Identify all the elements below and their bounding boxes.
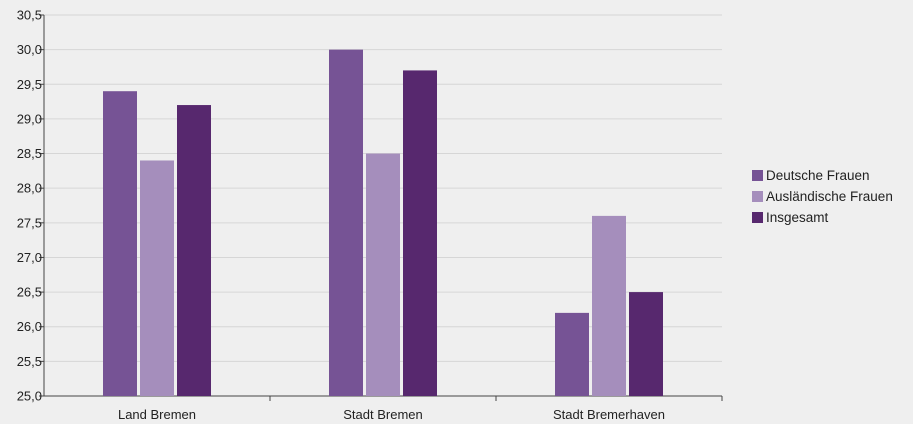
- bar-deutsche-frauen-stadt-bremen: [329, 49, 363, 397]
- bar-auslandische-frauen-land-bremen: [140, 160, 174, 396]
- y-tick-label: 25,5: [17, 354, 42, 369]
- legend: Deutsche Frauen Ausländische Frauen Insg…: [752, 165, 893, 228]
- legend-swatch-insgesamt: [752, 212, 763, 223]
- legend-item-insgesamt: Insgesamt: [752, 207, 893, 228]
- y-tick-label: 29,5: [17, 77, 42, 92]
- legend-swatch-auslaendische-frauen: [752, 191, 763, 202]
- y-tick-label: 27,0: [17, 250, 42, 265]
- bar-auslandische-frauen-stadt-bremen: [366, 153, 400, 396]
- legend-label-auslaendische-frauen: Ausländische Frauen: [766, 189, 893, 204]
- y-tick-label: 26,5: [17, 285, 42, 300]
- bar-deutsche-frauen-land-bremen: [103, 91, 137, 396]
- bar-deutsche-frauen-stadt-bremerhaven: [555, 312, 589, 396]
- y-tick-label: 28,5: [17, 146, 42, 161]
- x-tick-label: Stadt Bremerhaven: [553, 407, 665, 422]
- bar-insgesamt-stadt-bremen: [403, 70, 437, 396]
- legend-swatch-deutsche-frauen: [752, 170, 763, 181]
- bar-insgesamt-land-bremen: [177, 105, 211, 397]
- y-tick-label: 26,0: [17, 319, 42, 334]
- y-tick-label: 25,0: [17, 389, 42, 404]
- bar-auslandische-frauen-stadt-bremerhaven: [592, 215, 626, 396]
- bar-insgesamt-stadt-bremerhaven: [629, 292, 663, 396]
- y-tick-label: 28,0: [17, 181, 42, 196]
- legend-item-deutsche-frauen: Deutsche Frauen: [752, 165, 893, 186]
- y-tick-label: 27,5: [17, 215, 42, 230]
- legend-item-auslaendische-frauen: Ausländische Frauen: [752, 186, 893, 207]
- y-tick-label: 30,5: [17, 8, 42, 23]
- y-tick-label: 29,0: [17, 111, 42, 126]
- legend-label-deutsche-frauen: Deutsche Frauen: [766, 168, 870, 183]
- x-tick-label: Land Bremen: [118, 407, 196, 422]
- x-tick-label: Stadt Bremen: [343, 407, 423, 422]
- legend-label-insgesamt: Insgesamt: [766, 210, 829, 225]
- y-tick-label: 30,0: [17, 42, 42, 57]
